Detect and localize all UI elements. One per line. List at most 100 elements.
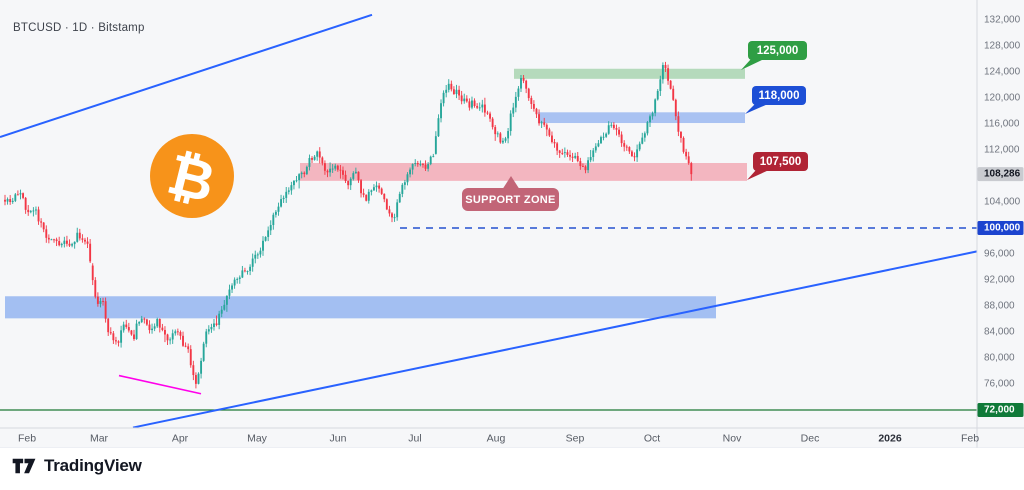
candle-body <box>42 222 45 230</box>
resistance-zone-green[interactable] <box>514 68 745 79</box>
candle-body <box>293 180 295 186</box>
candle <box>476 103 479 110</box>
candle <box>11 197 14 204</box>
demand-zone-blue-left[interactable] <box>5 296 716 319</box>
resistance-zone-blue[interactable] <box>538 112 745 124</box>
candle-body <box>633 156 636 158</box>
price-callout-107500-tail <box>747 170 769 180</box>
candle-body <box>651 113 654 117</box>
x-tick-label: Aug <box>487 433 506 445</box>
candle-body <box>365 194 368 201</box>
candle <box>424 160 427 172</box>
support-zone-label-tail <box>502 176 520 190</box>
y-tick-label: 112,000 <box>984 145 1020 156</box>
candle-body <box>73 241 76 245</box>
candle-body <box>65 240 68 244</box>
candle <box>60 242 63 248</box>
candle <box>677 111 680 137</box>
candle <box>104 297 107 323</box>
y-tick-label: 92,000 <box>984 275 1015 286</box>
candle <box>174 329 177 336</box>
candle <box>176 328 179 336</box>
candle-body <box>553 142 556 144</box>
candle-body <box>442 92 445 104</box>
candle <box>143 317 146 324</box>
candle <box>592 147 595 162</box>
candle-body <box>76 232 79 242</box>
candle <box>561 148 564 155</box>
price-callout-118000[interactable]: 118,000 <box>745 86 806 114</box>
price-callout-118000-box <box>752 86 806 105</box>
candle <box>447 79 450 93</box>
candle-body <box>145 319 148 325</box>
candle <box>102 297 104 306</box>
candle <box>367 189 370 204</box>
candle <box>610 122 613 128</box>
candle-body <box>517 88 520 97</box>
candle-body <box>455 89 458 95</box>
candle-body <box>427 164 430 169</box>
candle-body <box>571 156 574 158</box>
candle <box>84 237 86 245</box>
candle <box>638 141 641 152</box>
price-axis[interactable]: 132,000 128,000 124,000 120,000 116,000 112,0… <box>977 15 1024 418</box>
candle-body <box>112 333 115 341</box>
candlestick-series[interactable] <box>4 61 693 389</box>
candle <box>520 75 522 93</box>
candle <box>151 323 154 334</box>
candle-body <box>478 107 481 109</box>
candle <box>625 144 628 151</box>
candle-body <box>336 165 339 170</box>
candle-body <box>628 147 631 152</box>
candle-body <box>241 270 244 278</box>
candle <box>434 131 437 155</box>
candle <box>254 250 257 264</box>
candle <box>290 181 293 195</box>
candle <box>512 102 515 118</box>
candle-body <box>84 239 86 242</box>
candle-body <box>24 197 27 210</box>
candle-body <box>287 190 290 192</box>
price-callout-107500-text: 107,500 <box>760 156 802 168</box>
candle <box>422 162 424 168</box>
candle <box>308 154 311 171</box>
candle-body <box>574 155 577 158</box>
candle-body <box>29 211 32 213</box>
candle-body <box>251 258 254 267</box>
support-zone-pink[interactable] <box>300 163 747 181</box>
price-chart[interactable]: ₿ SUPPORT ZONE 125,000 118,000 107,500 132,00… <box>0 0 1024 448</box>
price-callout-125000[interactable]: 125,000 <box>741 41 807 70</box>
candle-body <box>437 118 440 137</box>
candle <box>300 171 303 179</box>
candle-body <box>646 122 649 134</box>
candle-body <box>385 199 388 210</box>
candle-body <box>329 168 332 173</box>
candle <box>566 149 569 158</box>
candle <box>584 165 587 174</box>
lower-channel-trendline[interactable] <box>132 250 978 429</box>
candle-body <box>664 65 667 69</box>
candle <box>385 198 388 211</box>
candle-body <box>687 156 690 164</box>
upper-channel-trendline[interactable] <box>0 13 373 138</box>
x-tick-label: Oct <box>644 433 660 445</box>
candle-body <box>202 343 205 361</box>
price-callout-107500[interactable]: 107,500 <box>747 152 808 180</box>
time-axis-strip[interactable] <box>0 428 1024 448</box>
candle <box>171 329 174 344</box>
candle <box>148 320 151 334</box>
magenta-swing-line[interactable] <box>118 374 202 395</box>
time-axis[interactable]: Feb Mar Apr May Jun Jul Aug Sep Oct Nov Dec 2026 Feb <box>18 433 979 445</box>
level-tag-100000-text: 100,000 <box>984 223 1021 234</box>
candle <box>127 322 130 333</box>
candle <box>269 220 272 236</box>
candle <box>486 110 489 115</box>
candle <box>24 196 27 214</box>
candle <box>81 234 84 243</box>
candle <box>401 183 404 198</box>
candle-body <box>558 150 561 153</box>
candle-body <box>274 211 277 215</box>
candle-body <box>460 95 463 102</box>
candle <box>440 99 442 123</box>
